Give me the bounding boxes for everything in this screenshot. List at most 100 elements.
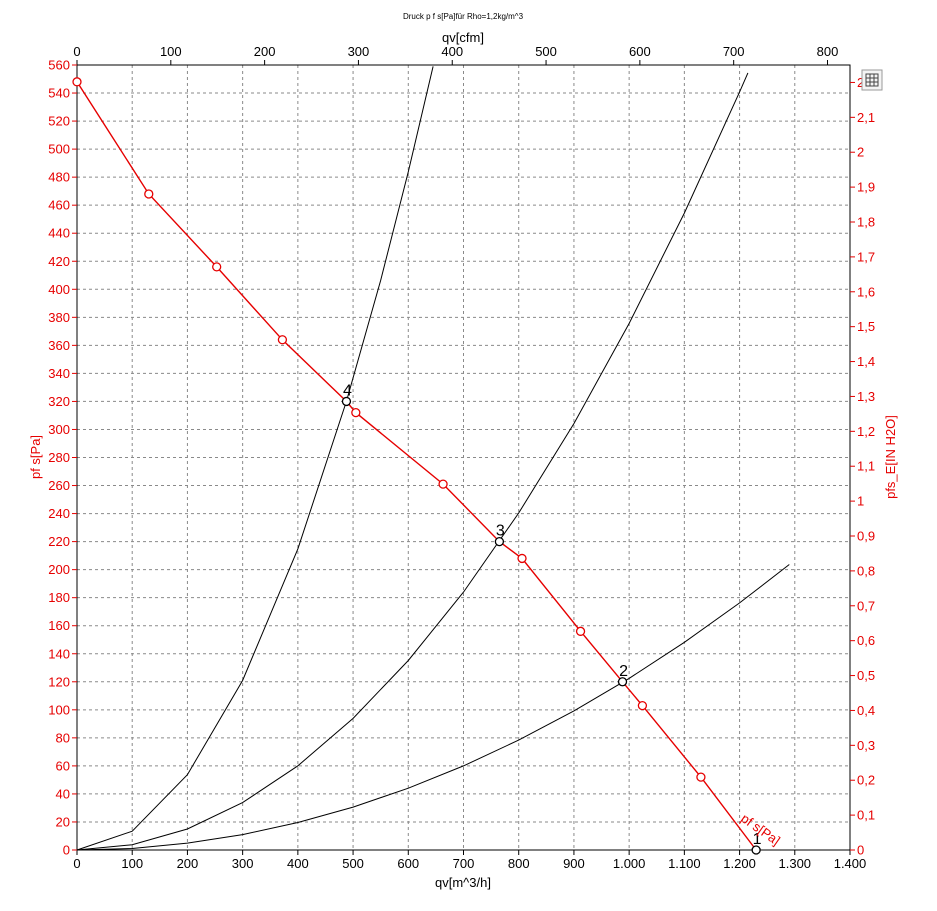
chart-title: Druck p f s[Pa]für Rho=1,2kg/m^3 [403, 12, 524, 21]
y2-tick-label: 0 [857, 843, 864, 858]
x-tick-label: 500 [342, 856, 364, 871]
x-tick-label: 800 [508, 856, 530, 871]
y-tick-label: 460 [48, 198, 70, 213]
y-tick-label: 420 [48, 254, 70, 269]
y-tick-label: 260 [48, 478, 70, 493]
x-tick-label: 0 [73, 856, 80, 871]
operating-point-label: 2 [619, 663, 628, 680]
x2-axis-title: qv[cfm] [442, 30, 484, 45]
y-tick-label: 520 [48, 114, 70, 129]
x2-tick-label: 800 [817, 44, 839, 59]
y-tick-label: 400 [48, 282, 70, 297]
x-tick-label: 100 [121, 856, 143, 871]
y2-tick-label: 0,8 [857, 563, 875, 578]
y2-tick-label: 1,7 [857, 249, 875, 264]
y2-tick-label: 0,2 [857, 773, 875, 788]
y2-tick-label: 1,6 [857, 284, 875, 299]
x2-tick-label: 600 [629, 44, 651, 59]
y-tick-label: 120 [48, 674, 70, 689]
x2-tick-label: 500 [535, 44, 557, 59]
operating-point-label: 4 [343, 382, 352, 399]
fan-curve-line [76, 81, 757, 851]
system-curve-line [76, 66, 434, 851]
y2-tick-label: 1,4 [857, 354, 875, 369]
fan-curve-marker [277, 335, 288, 345]
y-tick-label: 360 [48, 338, 70, 353]
y-tick-label: 0 [63, 843, 70, 858]
fan-curve-marker [144, 189, 154, 199]
fan-curve-marker [212, 262, 222, 272]
fan-curve-marker [575, 626, 586, 636]
x-tick-label: 900 [563, 856, 585, 871]
operating-point-marker [494, 536, 505, 547]
x2-tick-label: 200 [254, 44, 276, 59]
y2-tick-label: 0,9 [857, 529, 875, 544]
y-tick-label: 560 [48, 58, 70, 73]
system-curve-line [76, 564, 790, 851]
y-tick-label: 440 [48, 226, 70, 241]
y2-tick-label: 2 [857, 145, 864, 160]
y-tick-label: 240 [48, 506, 70, 521]
y2-tick-label: 1,1 [857, 459, 875, 474]
x2-tick-label: 700 [723, 44, 745, 59]
y-tick-label: 320 [48, 394, 70, 409]
x-tick-label: 1.200 [723, 856, 756, 871]
fan-curve-marker [637, 700, 648, 711]
y2-tick-label: 1,9 [857, 180, 875, 195]
x-tick-label: 400 [287, 856, 309, 871]
y2-tick-label: 0,5 [857, 668, 875, 683]
y-tick-label: 280 [48, 450, 70, 465]
y2-tick-label: 2,1 [857, 110, 875, 125]
y-tick-label: 340 [48, 366, 70, 381]
fan-curve-marker [438, 479, 448, 489]
y2-tick-label: 1,8 [857, 215, 875, 230]
x2-tick-label: 400 [441, 44, 463, 59]
x-tick-label: 300 [232, 856, 254, 871]
fan-curve-marker [517, 553, 527, 564]
y-tick-label: 40 [56, 786, 70, 801]
y-tick-label: 80 [56, 730, 70, 745]
y-tick-label: 220 [48, 534, 70, 549]
x-axis-title: qv[m^3/h] [435, 875, 491, 890]
x-tick-label: 1.300 [779, 856, 812, 871]
operating-point-marker [341, 396, 352, 407]
y-tick-label: 200 [48, 562, 70, 577]
fan-curve [72, 77, 757, 851]
y2-tick-label: 0,4 [857, 703, 875, 718]
y2-tick-label: 1 [857, 494, 864, 509]
x-tick-label: 200 [177, 856, 199, 871]
y2-axis-title: pfs_E[IN H2O] [883, 415, 898, 499]
x-tick-label: 700 [453, 856, 475, 871]
y-tick-label: 380 [48, 310, 70, 325]
y-tick-label: 160 [48, 618, 70, 633]
x-tick-label: 600 [397, 856, 419, 871]
y-tick-label: 20 [56, 814, 70, 829]
y-tick-label: 180 [48, 590, 70, 605]
operating-point-label: 1 [753, 831, 762, 848]
y2-tick-label: 0,1 [857, 808, 875, 823]
fan-curve-marker [696, 772, 706, 782]
operating-points: 1 2 3 4 [341, 382, 762, 855]
y-tick-label: 540 [48, 86, 70, 101]
fan-curve-marker [351, 407, 361, 418]
y2-tick-label: 0,6 [857, 633, 875, 648]
y-tick-label: 60 [56, 758, 70, 773]
y-tick-label: 100 [48, 702, 70, 717]
y-axis-ticks: 0 20 40 60 80 100 120 140 160 180 200 220 240 260 280 3… [48, 58, 77, 858]
y2-tick-label: 1,3 [857, 389, 875, 404]
operating-point-marker [617, 677, 628, 687]
y2-tick-label: 0,3 [857, 738, 875, 753]
y-tick-label: 300 [48, 422, 70, 437]
x-tick-label: 1.000 [613, 856, 646, 871]
x2-tick-label: 300 [348, 44, 370, 59]
y-tick-label: 140 [48, 646, 70, 661]
fan-curve-marker [72, 77, 82, 87]
export-icon[interactable] [861, 69, 883, 91]
x-axis-ticks: 0 100 200 300 400 500 600 700 800 900 1.000 1.100 1.… [73, 850, 866, 871]
x-tick-label: 1.100 [668, 856, 701, 871]
x2-tick-label: 100 [160, 44, 182, 59]
operating-point-marker [751, 845, 761, 855]
system-curve-line [76, 72, 749, 851]
